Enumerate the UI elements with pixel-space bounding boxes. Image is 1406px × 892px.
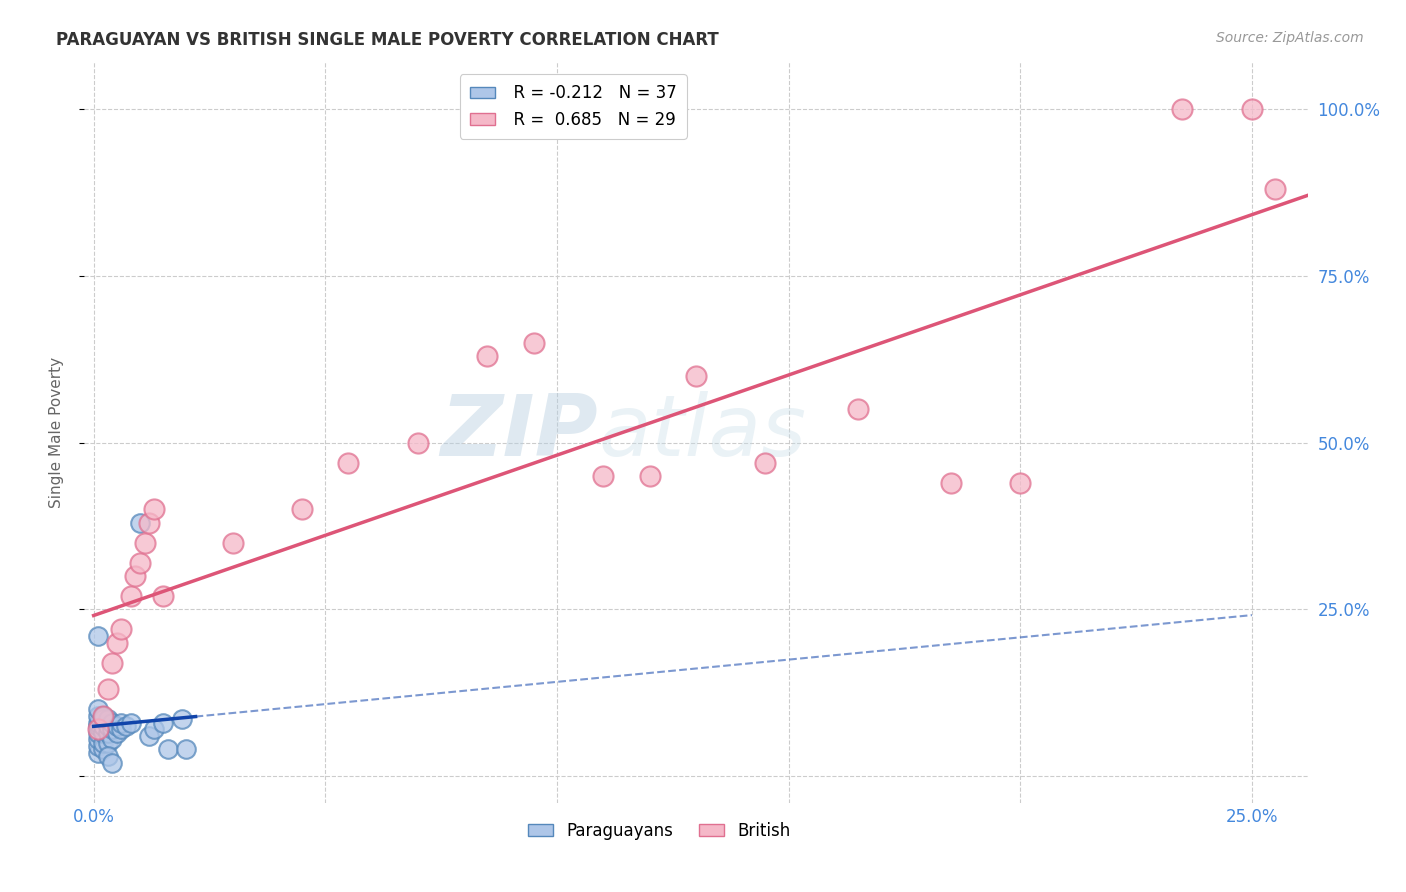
Point: [110, 623, 132, 637]
Point: [174, 742, 197, 756]
Point: [87, 709, 110, 723]
Point: [221, 535, 243, 549]
Point: [91, 713, 114, 727]
Point: [101, 723, 124, 737]
Point: [91, 709, 114, 723]
Point: [87, 725, 110, 739]
Point: [129, 556, 152, 570]
Text: ZIP: ZIP: [440, 391, 598, 475]
Point: [87, 629, 110, 643]
Point: [96, 719, 118, 733]
Point: [170, 713, 193, 727]
Point: [754, 456, 776, 470]
Point: [87, 715, 110, 730]
Point: [685, 368, 707, 383]
Point: [477, 349, 499, 363]
Text: atlas: atlas: [598, 391, 806, 475]
Point: [110, 715, 132, 730]
Point: [87, 732, 110, 747]
Point: [87, 702, 110, 716]
Text: PARAGUAYAN VS BRITISH SINGLE MALE POVERTY CORRELATION CHART: PARAGUAYAN VS BRITISH SINGLE MALE POVERT…: [56, 31, 718, 49]
Point: [91, 719, 114, 733]
Point: [115, 719, 138, 733]
Point: [142, 502, 165, 516]
Point: [523, 335, 546, 350]
Legend: Paraguayans, British: Paraguayans, British: [522, 815, 797, 847]
Point: [101, 756, 124, 770]
Point: [1010, 475, 1032, 490]
Point: [120, 715, 142, 730]
Point: [101, 715, 124, 730]
Point: [87, 723, 110, 737]
Point: [129, 516, 152, 530]
Point: [87, 746, 110, 760]
Point: [1264, 182, 1286, 196]
Y-axis label: Single Male Poverty: Single Male Poverty: [49, 357, 63, 508]
Point: [156, 742, 179, 756]
Point: [406, 435, 429, 450]
Point: [96, 725, 118, 739]
Point: [152, 589, 174, 603]
Point: [91, 725, 114, 739]
Point: [142, 723, 165, 737]
Point: [291, 502, 314, 516]
Point: [87, 719, 110, 733]
Point: [110, 723, 132, 737]
Point: [101, 656, 124, 670]
Point: [138, 729, 160, 743]
Point: [105, 719, 128, 733]
Text: Source: ZipAtlas.com: Source: ZipAtlas.com: [1216, 31, 1364, 45]
Point: [939, 475, 962, 490]
Point: [91, 736, 114, 750]
Point: [96, 682, 118, 697]
Point: [96, 736, 118, 750]
Point: [134, 535, 156, 549]
Point: [638, 469, 661, 483]
Point: [87, 739, 110, 753]
Point: [120, 589, 142, 603]
Point: [337, 456, 360, 470]
Point: [96, 713, 118, 727]
Point: [138, 516, 160, 530]
Point: [96, 749, 118, 764]
Point: [1240, 102, 1263, 116]
Point: [101, 732, 124, 747]
Point: [1171, 102, 1194, 116]
Point: [105, 725, 128, 739]
Point: [152, 715, 174, 730]
Point: [91, 742, 114, 756]
Point: [105, 636, 128, 650]
Point: [846, 402, 869, 417]
Point: [592, 469, 614, 483]
Point: [91, 709, 114, 723]
Point: [124, 569, 146, 583]
